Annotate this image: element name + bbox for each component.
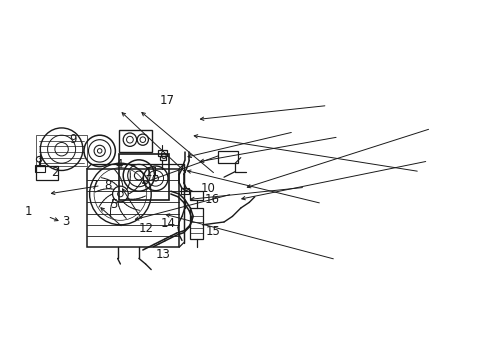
Text: 14: 14 [161, 217, 176, 230]
Bar [218, 151, 238, 163]
Text: 11: 11 [144, 166, 159, 179]
Text: 1: 1 [25, 205, 32, 218]
Text: 9: 9 [69, 133, 76, 146]
Text: 7: 7 [91, 179, 98, 192]
Bar [36, 135, 87, 166]
Bar [190, 208, 203, 239]
Bar [119, 154, 169, 199]
Text: 10: 10 [200, 181, 215, 194]
Bar [36, 166, 58, 180]
Text: 17: 17 [159, 94, 174, 107]
Text: 8: 8 [104, 179, 112, 192]
Text: 12: 12 [139, 222, 154, 235]
Bar [87, 169, 179, 247]
Bar [181, 188, 189, 194]
Bar [119, 130, 152, 152]
Text: 16: 16 [204, 193, 219, 206]
Bar [158, 150, 167, 156]
Text: 2: 2 [51, 166, 59, 179]
Text: 15: 15 [206, 225, 221, 238]
Text: 3: 3 [62, 215, 69, 228]
Text: 13: 13 [155, 248, 170, 261]
Text: 4: 4 [115, 158, 122, 171]
Bar [190, 191, 203, 199]
Text: 6: 6 [159, 149, 166, 162]
Bar [159, 156, 166, 161]
Bar [35, 165, 45, 172]
Text: 5: 5 [110, 198, 117, 211]
